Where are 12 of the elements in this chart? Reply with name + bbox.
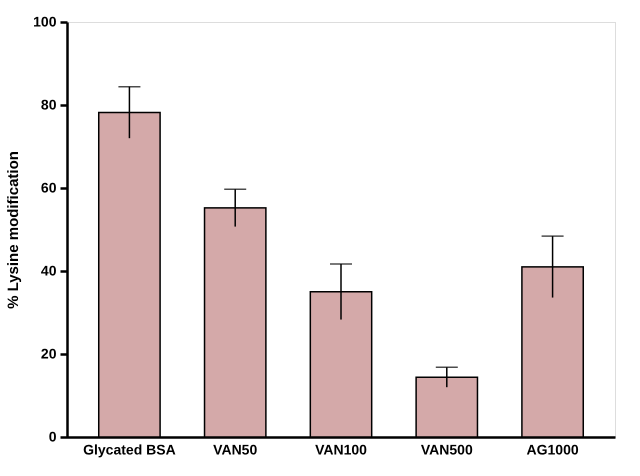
x-tick-label: VAN100 <box>315 442 368 458</box>
y-tick-label: 60 <box>40 180 57 196</box>
y-tick-label: 0 <box>48 428 57 444</box>
y-tick-label: 40 <box>40 262 57 278</box>
x-tick-label: VAN50 <box>213 442 258 458</box>
x-tick-label: Glycated BSA <box>83 442 176 458</box>
y-tick-label: 100 <box>33 14 57 30</box>
x-tick-label: AG1000 <box>526 442 579 458</box>
x-tick-label: VAN500 <box>420 442 473 458</box>
y-tick-label: 20 <box>40 346 57 362</box>
y-tick-label: 80 <box>40 96 57 112</box>
y-axis-title: % Lysine modification <box>5 151 22 309</box>
